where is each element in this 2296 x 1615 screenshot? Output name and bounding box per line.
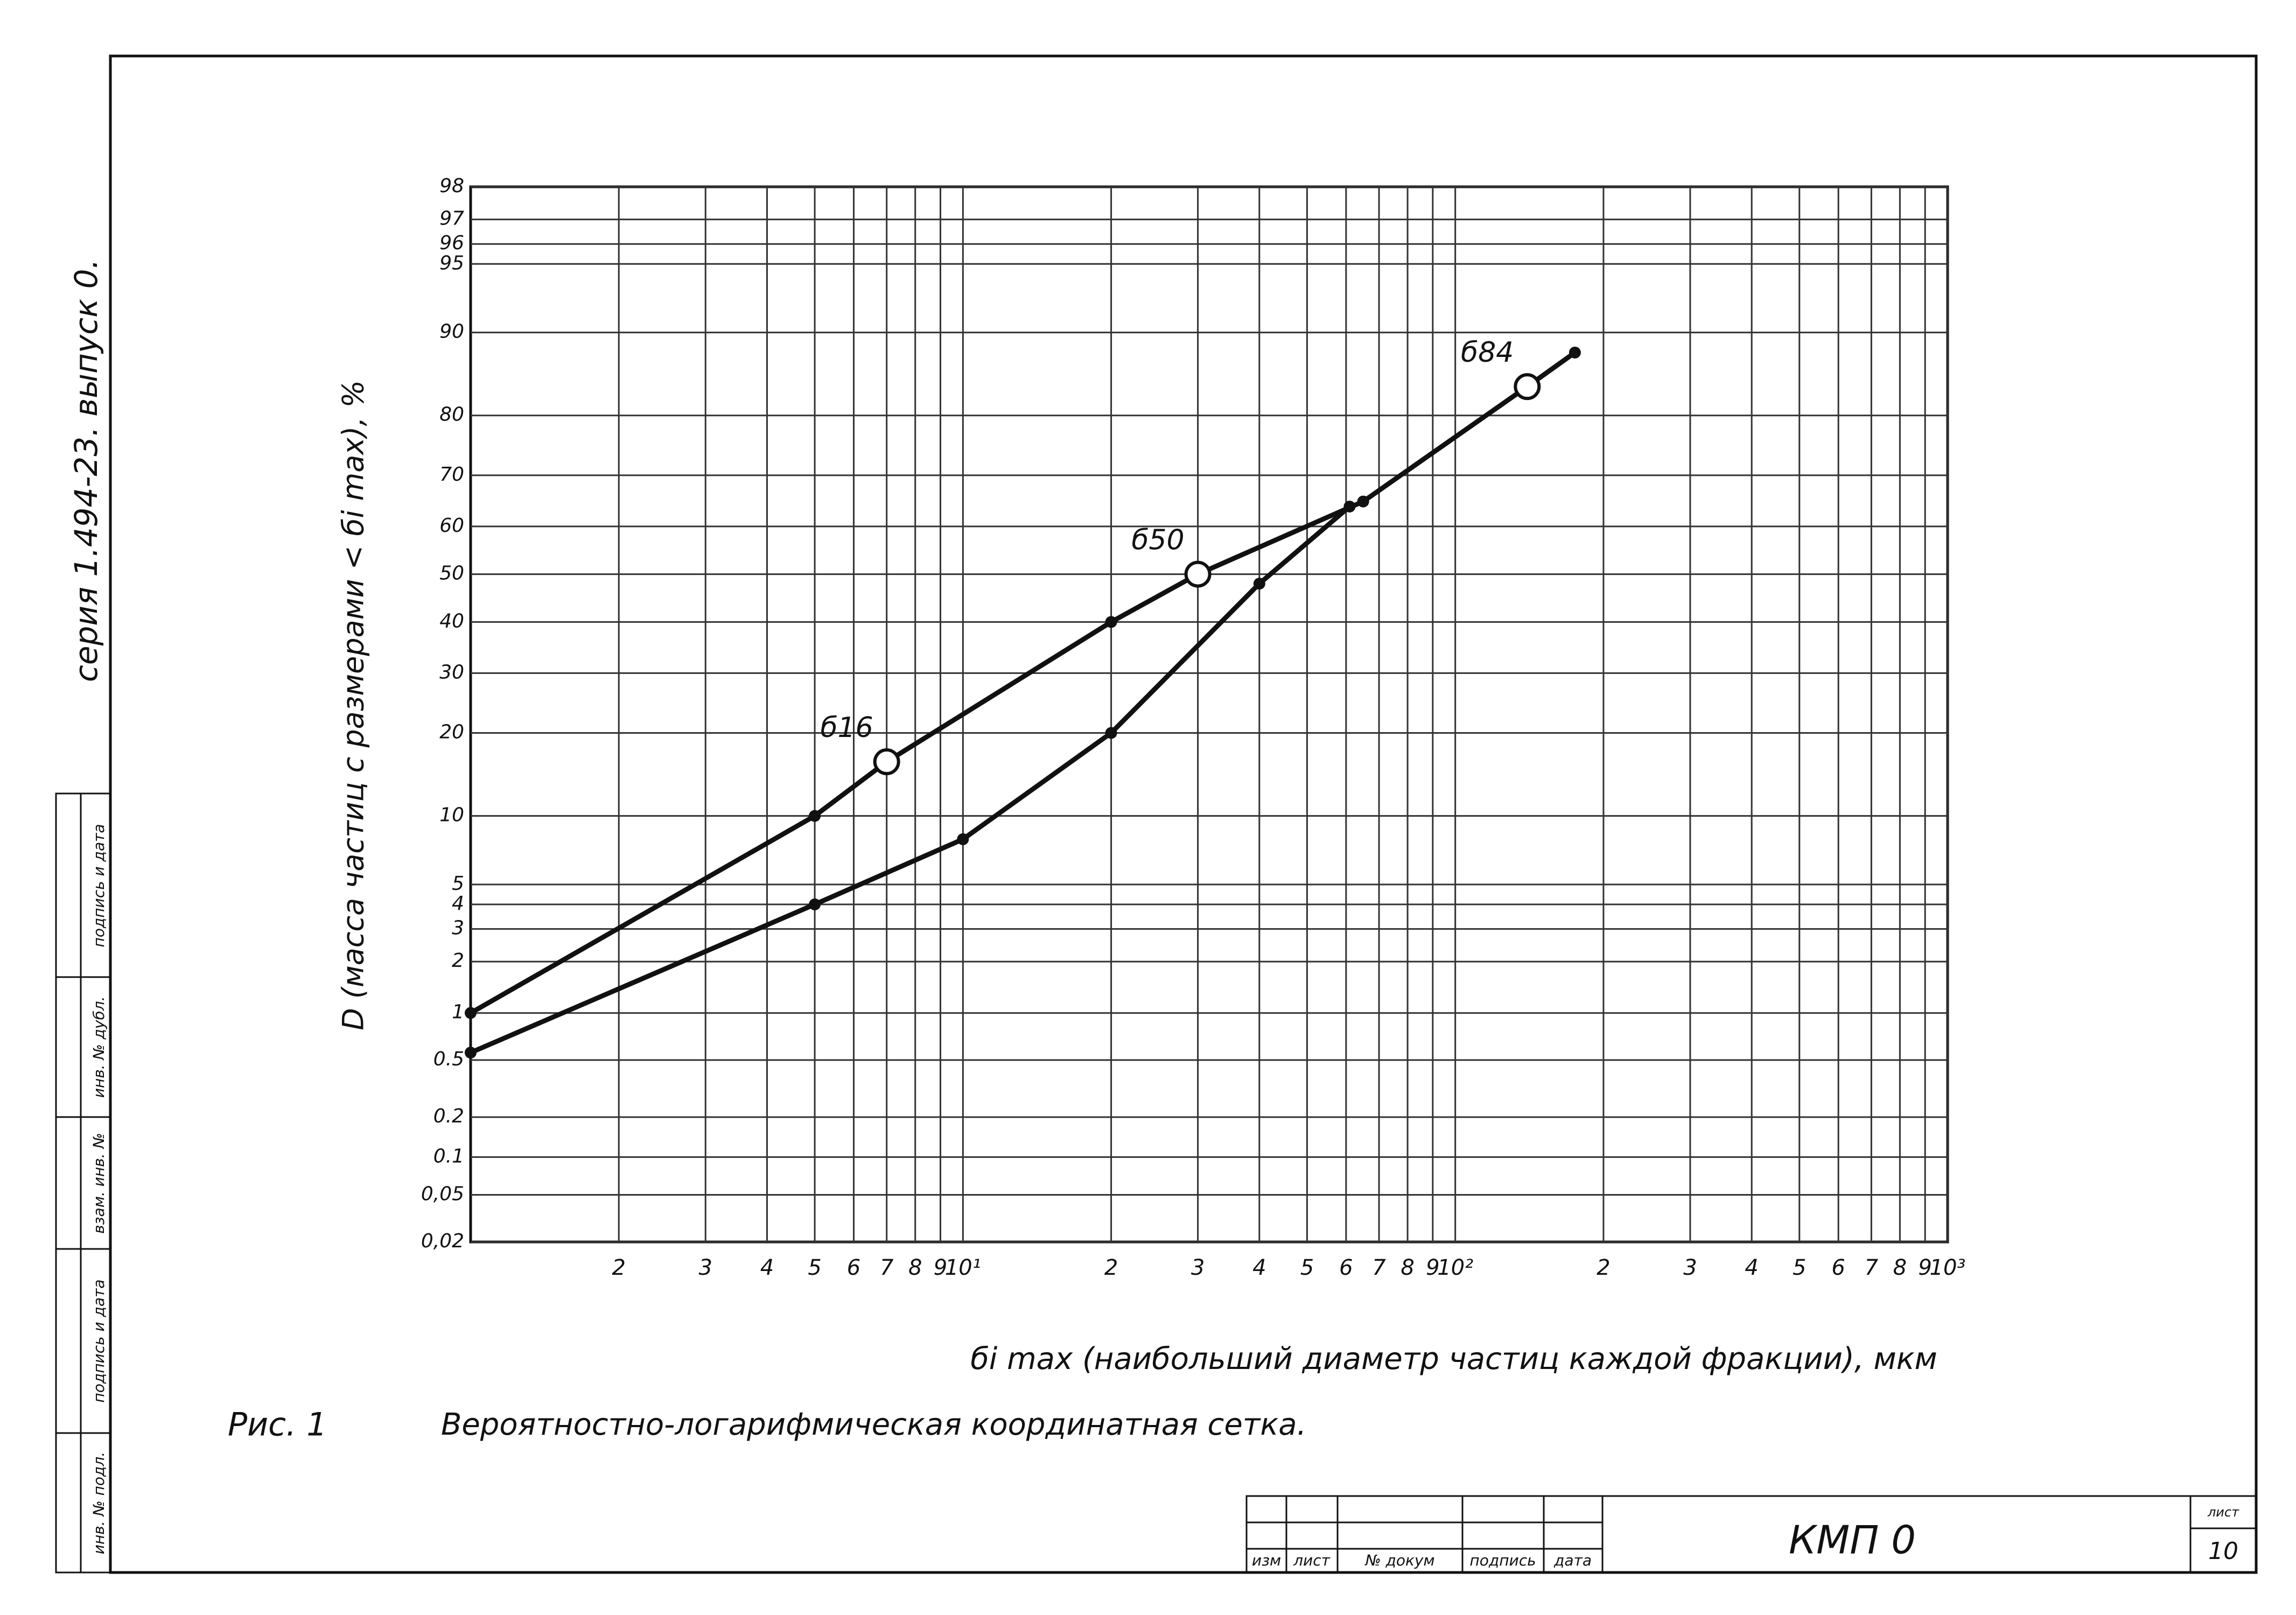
stamp-column [55, 792, 111, 1574]
y-tick-label: 0,05 [421, 1183, 464, 1205]
y-tick-label: 95 [439, 252, 464, 274]
y-tick-label: 97 [439, 208, 464, 230]
data-point [957, 833, 969, 845]
y-tick-label: 90 [439, 321, 464, 343]
x-tick-label: 6 [1339, 1255, 1353, 1280]
x-tick-label: 7 [880, 1255, 894, 1280]
data-point [465, 1007, 477, 1019]
x-tick-label: 5 [1300, 1255, 1314, 1280]
data-point [1253, 578, 1265, 590]
annotation-marker [873, 748, 900, 776]
header-cell: изм [1252, 1551, 1281, 1569]
y-tick-label: 1 [452, 1001, 464, 1023]
stamp-label: взам. инв. № [90, 1133, 108, 1233]
y-tick-label: 98 [439, 175, 464, 197]
x-tick-label: 6 [1831, 1255, 1845, 1280]
annotation-marker [1514, 373, 1541, 401]
side-label: серия 1.494-23. выпуск 0. [68, 259, 104, 682]
data-point [1569, 346, 1581, 359]
annotation-label: б50 [1131, 524, 1184, 557]
sheet-label: лист [2207, 1505, 2239, 1520]
plot: 98979695908070605040302010543210.50.20.1… [421, 175, 1966, 1280]
stamp-label: подпись и дата [90, 824, 108, 947]
x-tick-label: 4 [1745, 1255, 1758, 1280]
annotation-label: б16 [820, 712, 873, 744]
x-tick-label: 8 [1893, 1255, 1907, 1280]
header-cell: № докум [1364, 1551, 1434, 1569]
x-tick-label: 7 [1865, 1255, 1879, 1280]
header-cell: подпись [1469, 1551, 1536, 1569]
y-tick-label: 60 [439, 515, 464, 537]
y-tick-label: 0.5 [433, 1048, 464, 1070]
figure-caption: Вероятностно-логарифмическая координатна… [441, 1407, 1306, 1442]
x-tick-label: 10³ [1930, 1255, 1966, 1280]
x-tick-label: 9 [934, 1255, 947, 1280]
x-tick-label: 2 [612, 1255, 626, 1280]
x-tick-label: 10² [1437, 1255, 1473, 1280]
y-tick-label: 40 [439, 610, 464, 632]
x-tick-label: 7 [1372, 1255, 1386, 1280]
data-point [809, 898, 821, 911]
figure-number: Рис. 1 [228, 1406, 327, 1444]
data-point [1105, 727, 1117, 739]
x-tick-label: 9 [1918, 1255, 1931, 1280]
y-tick-label: 96 [439, 232, 464, 254]
y-tick-label: 50 [439, 563, 464, 585]
y-tick-label: 5 [452, 873, 464, 895]
data-point [1357, 495, 1369, 508]
y-tick-label: 10 [439, 804, 464, 826]
x-axis-label: бi max (наибольший диаметр частиц каждой… [970, 1342, 1937, 1377]
y-tick-label: 30 [439, 661, 464, 683]
annotation-label: б84 [1461, 336, 1514, 369]
y-tick-label: 2 [452, 950, 464, 972]
annotation-marker [1184, 560, 1212, 588]
data-point [1343, 501, 1356, 513]
y-tick-label: 0,02 [421, 1230, 464, 1252]
stamp-label: инв. № дубл. [90, 996, 108, 1098]
stamp-dividers [56, 794, 110, 1572]
x-tick-label: 5 [808, 1255, 821, 1280]
plot-area [469, 185, 1949, 1244]
title-block: изм лист № докум подпись дата КМП 0 лист… [1245, 1495, 2257, 1574]
x-tick-label: 6 [847, 1255, 860, 1280]
y-tick-label: 0.1 [433, 1145, 464, 1167]
data-point [809, 810, 821, 822]
document-code: КМП 0 [1789, 1518, 1916, 1563]
data-point [465, 1047, 477, 1059]
y-tick-label: 70 [439, 464, 464, 486]
series-line [470, 504, 1352, 1055]
x-tick-label: 5 [1793, 1255, 1806, 1280]
x-tick-label: 3 [1683, 1255, 1697, 1280]
y-axis-label: D (масса частиц с размерами < бi max), % [337, 380, 370, 1030]
header-cell: лист [1293, 1551, 1330, 1569]
header-cell: дата [1553, 1551, 1592, 1569]
y-tick-label: 20 [439, 721, 464, 743]
series-line [469, 350, 1577, 1015]
title-block-frame [1245, 1495, 2257, 1574]
stamp-label: инв. № подл. [90, 1452, 108, 1554]
x-tick-label: 9 [1426, 1255, 1439, 1280]
x-tick-label: 8 [1401, 1255, 1414, 1280]
stamp-label: подпись и дата [90, 1279, 108, 1402]
data-point [1105, 616, 1117, 628]
x-tick-label: 3 [699, 1255, 712, 1280]
sheet-number: 10 [2208, 1537, 2238, 1565]
x-tick-label: 4 [760, 1255, 774, 1280]
y-tick-label: 0.2 [433, 1105, 464, 1127]
x-tick-label: 3 [1191, 1255, 1205, 1280]
y-tick-label: 3 [452, 917, 464, 939]
y-tick-label: 80 [439, 404, 464, 426]
x-tick-label: 2 [1104, 1255, 1118, 1280]
x-tick-label: 4 [1252, 1255, 1266, 1280]
x-tick-label: 8 [908, 1255, 922, 1280]
y-tick-label: 4 [452, 893, 464, 915]
x-tick-label: 10¹ [945, 1255, 981, 1280]
x-tick-label: 2 [1597, 1255, 1610, 1280]
